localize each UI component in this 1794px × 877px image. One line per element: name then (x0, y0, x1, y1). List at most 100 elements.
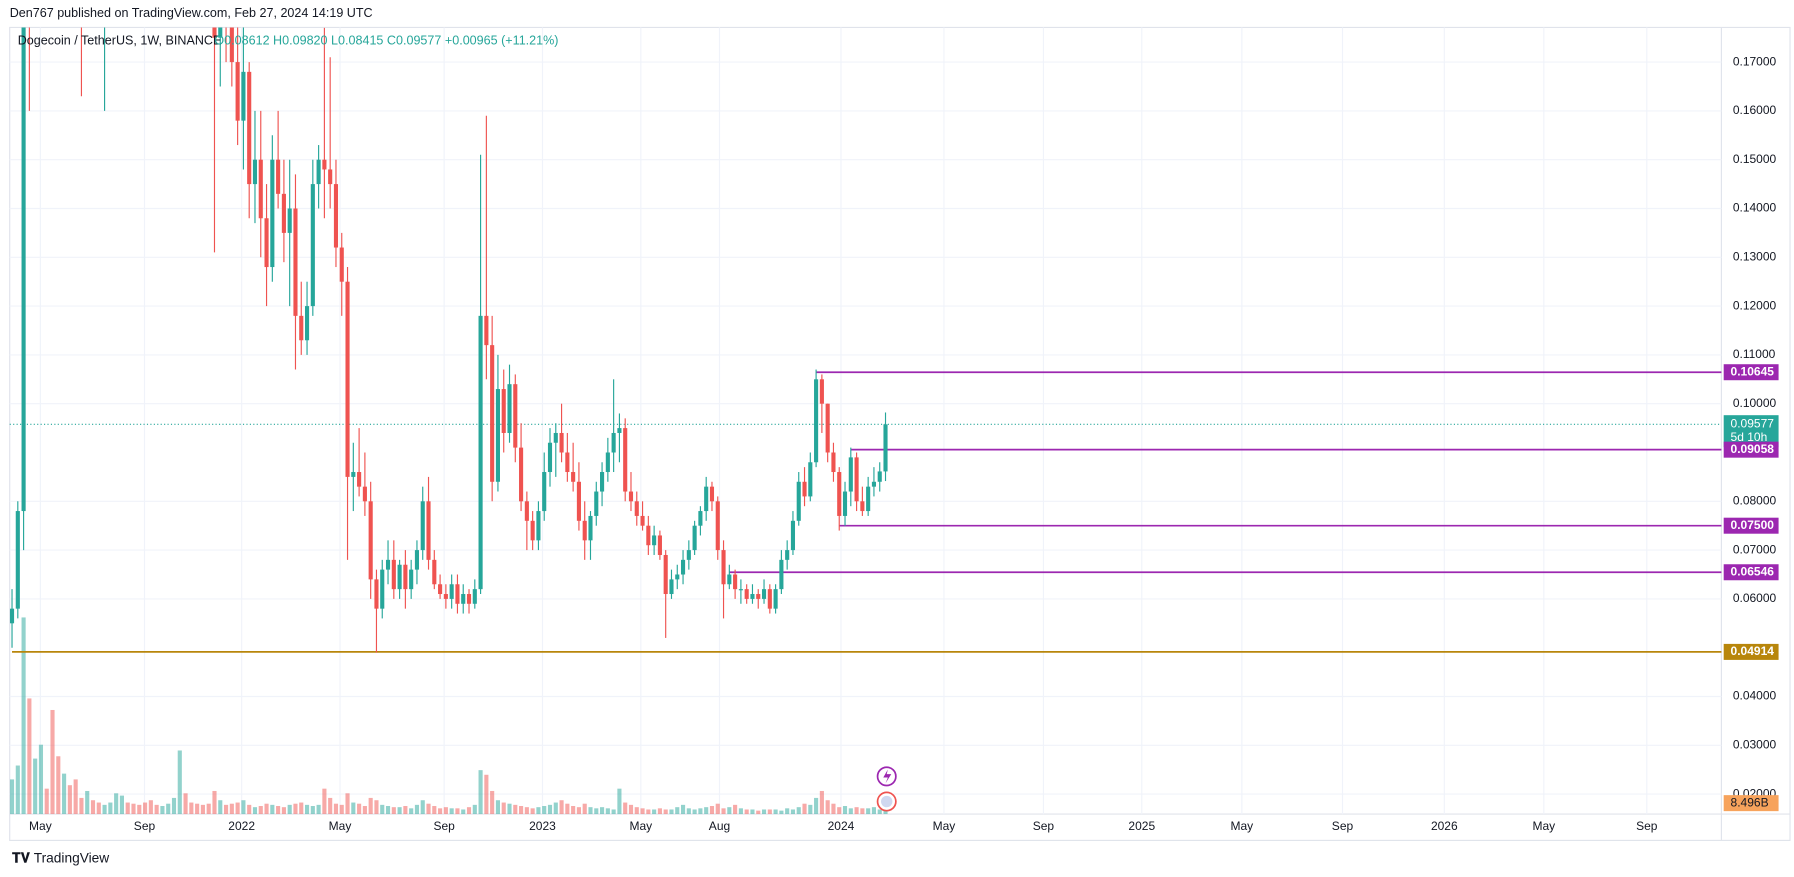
candle-body (565, 452, 570, 473)
candle-body (669, 579, 674, 595)
candle-body (686, 550, 691, 560)
volume-bar (206, 803, 211, 815)
volume-bar (733, 804, 738, 815)
candle-body (264, 218, 269, 268)
candle-body (704, 486, 709, 512)
candle-body (600, 472, 605, 492)
volume-bar (854, 807, 859, 815)
candle-body (281, 193, 286, 233)
candle-body (854, 457, 859, 502)
x-tick-label: 2024 (828, 819, 855, 833)
candle-body (611, 432, 616, 453)
candle-body (802, 481, 807, 497)
candle-body (351, 472, 356, 477)
volume-bar (171, 797, 177, 815)
volume-bar (287, 804, 292, 815)
candle-body (247, 71, 252, 185)
candle-body (756, 594, 761, 599)
volume-bar (744, 809, 749, 815)
volume-bar (252, 807, 258, 815)
volume-bar (628, 804, 634, 815)
volume-bar (229, 803, 234, 815)
volume-bar (501, 802, 506, 815)
level-label: 0.06546 (1731, 564, 1775, 578)
volume-bar (333, 803, 339, 815)
volume-bar (119, 795, 124, 815)
candle-body (871, 481, 877, 487)
volume-pane (9, 617, 888, 815)
volume-bar (704, 807, 709, 815)
volume-bar (148, 800, 153, 815)
candle-body (339, 247, 344, 282)
volume-bar (79, 797, 84, 815)
candle-body (814, 379, 819, 463)
y-tick-label: 0.14000 (1733, 201, 1777, 215)
volume-bar (345, 793, 350, 815)
volume-bar (351, 802, 356, 815)
candle-body (542, 472, 547, 512)
volume-bar (750, 809, 755, 815)
candle-body (380, 569, 385, 609)
candle-body (322, 159, 327, 170)
candle-body (513, 384, 518, 448)
ohlc-legend: O0.08612 H0.09820 L0.08415 C0.09577 +0.0… (214, 33, 558, 47)
volume-bar (652, 809, 657, 815)
volume-bar (519, 806, 524, 815)
volume-bar (814, 797, 819, 815)
y-tick-label: 0.10000 (1733, 396, 1777, 410)
volume-bar (258, 806, 263, 815)
x-tick-label: May (933, 819, 956, 833)
volume-bar (27, 698, 32, 815)
candle-body (362, 486, 367, 502)
volume-bar (299, 802, 304, 815)
candle-body (721, 550, 726, 585)
candle-body (657, 535, 662, 555)
volume-bar (513, 804, 518, 815)
volume-bar (773, 809, 778, 815)
x-tick-label: Sep (1636, 819, 1658, 833)
candle-body (507, 384, 512, 433)
volume-bar (426, 803, 431, 815)
y-tick-label: 0.15000 (1733, 152, 1777, 166)
candle-body (229, 27, 234, 63)
volume-bar (594, 808, 599, 815)
volume-bar (559, 800, 564, 815)
volume-bar (438, 808, 443, 815)
volume-bar (779, 810, 784, 815)
volume-bar (866, 808, 871, 815)
candle-body (790, 520, 796, 551)
level-label-box (1723, 441, 1779, 458)
volume-bar (304, 804, 310, 815)
candle-body (883, 424, 888, 472)
volume-bar (576, 807, 581, 815)
volume-bar (600, 807, 605, 815)
level-label-box (1723, 364, 1779, 381)
x-tick-label: May (329, 819, 352, 833)
candle-body (692, 525, 697, 551)
volume-bar (177, 750, 182, 815)
volume-bar (490, 790, 495, 815)
candle-body (761, 589, 767, 599)
volume-bar (709, 806, 715, 815)
candle-body (328, 169, 333, 185)
levels (9, 371, 1722, 653)
volume-bar (669, 809, 674, 815)
candle-body (842, 491, 848, 516)
last-price-label: 0.09577 (1731, 417, 1775, 431)
candle-body (472, 589, 477, 604)
volume-bar (825, 800, 830, 815)
countdown-label: 5d 10h (1731, 430, 1768, 444)
candle-body (767, 589, 772, 609)
y-tick-label: 0.07000 (1733, 542, 1777, 556)
volume-bar (397, 807, 402, 815)
candle-body (727, 574, 732, 585)
volume-bar (455, 808, 460, 815)
volume-bar (183, 793, 188, 815)
volume-bar (756, 810, 761, 815)
axes: 0.020000.030000.040000.060000.070000.080… (29, 54, 1779, 833)
volume-bar (114, 793, 119, 815)
candle-body (374, 579, 379, 609)
volume-bar (33, 758, 38, 815)
x-tick-label: May (1532, 819, 1555, 833)
